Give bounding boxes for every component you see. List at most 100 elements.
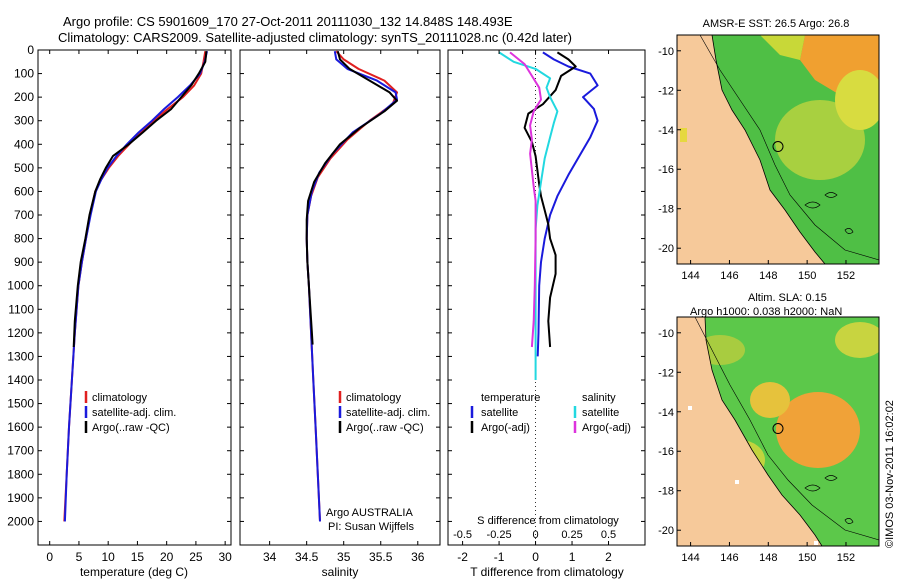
lon-tick-label: 152 [837, 270, 855, 282]
sst-reef-3 [844, 228, 854, 234]
y-tick-label: 1700 [7, 444, 34, 458]
difference-plot [498, 50, 599, 545]
x-tick-label: 35.5 [369, 550, 393, 564]
sla-white-dot-2 [735, 480, 739, 484]
lat-tick-label: -18 [658, 204, 674, 216]
x-tick-label: 5 [76, 550, 83, 564]
diff-label-sal-argo: Argo(-adj) [582, 422, 631, 434]
lat-tick-label: -16 [658, 446, 674, 458]
y-tick-label: 800 [14, 232, 34, 246]
sst-map-ticks: 144 146 148 150 152 -10 -12 -14 -16 -18 -20 [658, 46, 855, 282]
sst-map-frame [676, 34, 880, 265]
difference-xlabel-salinity: S difference from climatology [477, 515, 619, 527]
lon-tick-label: 150 [798, 270, 816, 282]
y-tick-label: 2000 [7, 514, 34, 528]
lat-tick-label: -20 [658, 525, 674, 537]
sla-reef-1 [804, 484, 821, 492]
difference-panel-frame [447, 49, 646, 546]
series-argo-raw-qc- [305, 50, 398, 345]
lat-tick-label: -18 [658, 486, 674, 498]
sla-white-dot-1 [688, 406, 692, 410]
s-tick-label: 0.25 [561, 529, 582, 541]
difference-legend: temperature salinity satellite Argo(-adj… [470, 392, 631, 434]
series-argo-raw-qc- [72, 51, 208, 348]
sst-shelf-contour [699, 35, 879, 261]
s-tick-label: 0.5 [601, 529, 616, 541]
difference-xlabel: T difference from climatology [470, 565, 624, 579]
x-tick-label: 20 [160, 550, 174, 564]
x-tick-label: 0 [532, 550, 539, 564]
diff-label-temp-argo: Argo(-adj) [481, 422, 530, 434]
series-climatology [63, 51, 207, 522]
s-tick-label: -0.25 [487, 529, 512, 541]
lon-tick-label: 148 [759, 270, 777, 282]
lon-tick-label: 146 [720, 270, 738, 282]
sla-high-2 [750, 382, 790, 418]
axes-ticks: 0100200300400500600700800900100011001200… [7, 43, 645, 564]
y-tick-label: 1900 [7, 491, 34, 505]
lat-tick-label: -20 [658, 243, 674, 255]
series-salinity-argo-adj- [509, 51, 542, 348]
y-tick-label: 900 [14, 255, 34, 269]
y-tick-label: 1100 [8, 302, 34, 316]
salinity-plot [305, 50, 398, 522]
y-tick-label: 1200 [7, 326, 34, 340]
sla-shelf-contour [694, 317, 879, 541]
lat-tick-label: -12 [658, 367, 674, 379]
sla-map-ticks: 144 146 148 150 152 -10 -12 -14 -16 -18 -20 [658, 328, 855, 564]
title-line-2: Climatology: CARS2009. Satellite-adjuste… [58, 30, 572, 45]
sla-map-title-1: Altim. SLA: 0.15 [748, 292, 827, 304]
x-tick-label: 1 [569, 550, 576, 564]
x-tick-label: 30 [218, 550, 232, 564]
sla-high-1 [776, 392, 860, 468]
title-line-1: Argo profile: CS 5901609_170 27-Oct-2011… [63, 14, 513, 29]
s-tick-label: 0 [532, 529, 538, 541]
lat-tick-label: -10 [658, 328, 674, 340]
argo-position-marker [772, 423, 784, 435]
sla-map [677, 317, 879, 546]
lon-tick-label: 144 [681, 270, 699, 282]
legend-label-satellite: satellite-adj. clim. [92, 407, 176, 419]
lat-tick-label: -16 [658, 164, 674, 176]
x-tick-label: -2 [457, 550, 468, 564]
y-tick-label: 400 [14, 137, 34, 151]
y-tick-label: 1500 [7, 397, 34, 411]
series-climatology [305, 50, 398, 522]
s-tick-label: -0.5 [453, 529, 472, 541]
legend-label-climatology-b: climatology [346, 392, 402, 404]
sla-reef-2 [824, 475, 838, 481]
lon-tick-label: 144 [681, 552, 699, 564]
x-tick-label: 25 [189, 550, 203, 564]
y-tick-label: 300 [14, 114, 34, 128]
x-tick-label: 0 [46, 550, 53, 564]
y-tick-label: 1600 [7, 420, 34, 434]
y-tick-label: 1300 [7, 349, 34, 363]
salinity-xlabel: salinity [322, 565, 359, 579]
lat-tick-label: -14 [658, 125, 674, 137]
side-stamp: ©IMOS 03-Nov-2011 16:02:02 [884, 400, 896, 548]
lon-tick-label: 152 [837, 552, 855, 564]
lon-tick-label: 150 [798, 552, 816, 564]
series-temperature-argo-adj- [523, 51, 577, 348]
sst-map [677, 35, 879, 264]
sst-map-title: AMSR-E SST: 26.5 Argo: 26.8 [703, 18, 850, 30]
sst-reef-1 [804, 201, 821, 209]
y-tick-label: 600 [14, 184, 34, 198]
temperature-plot [63, 50, 208, 522]
x-tick-label: 34.5 [295, 550, 319, 564]
sst-yellow-patch-2 [835, 70, 879, 130]
x-tick-label: 2 [605, 550, 612, 564]
lat-tick-label: -14 [658, 407, 674, 419]
salinity-panel-frame [239, 49, 441, 546]
sst-warm-patch-2 [760, 35, 805, 60]
credit-line-2: PI: Susan Wijffels [328, 521, 414, 533]
legend-label-climatology: climatology [92, 392, 148, 404]
y-tick-label: 100 [14, 67, 34, 81]
y-tick-label: 700 [14, 208, 34, 222]
legend-label-argo-b: Argo(..raw -QC) [346, 422, 424, 434]
lon-tick-label: 148 [759, 552, 777, 564]
temperature-panel-frame [37, 49, 232, 546]
x-tick-label: 34 [263, 550, 277, 564]
diff-label-temp-sat: satellite [481, 407, 518, 419]
